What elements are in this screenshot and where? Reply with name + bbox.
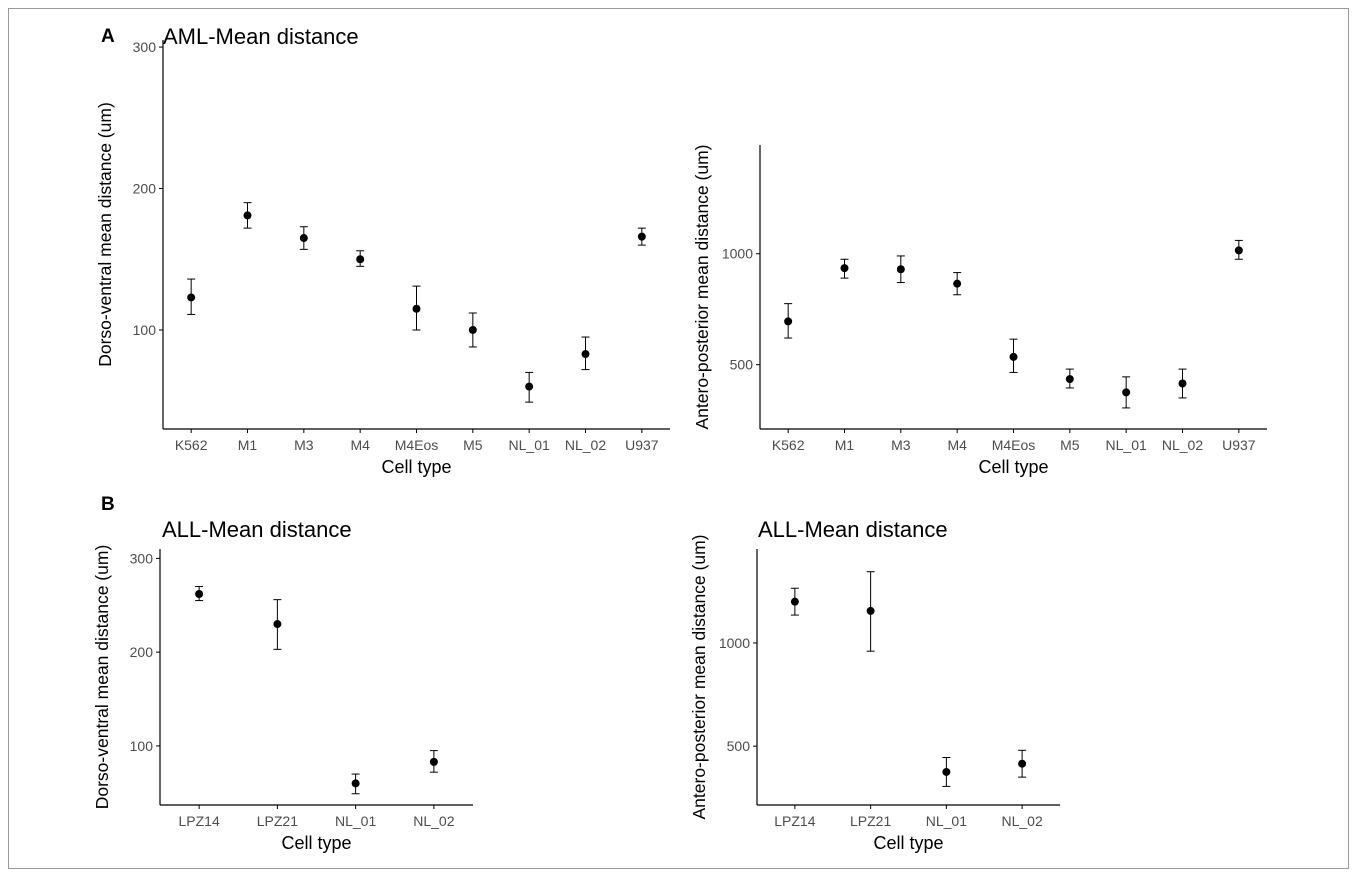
data-point — [412, 304, 421, 313]
data-point — [299, 234, 308, 243]
data-point — [525, 382, 534, 391]
chart-4: ALL-Mean distance 500 1000 LPZ14 LPZ21 NL_01 N… — [689, 517, 1060, 853]
chart-title: AML-Mean distance — [163, 24, 359, 49]
x-tick-label: M4 — [350, 437, 370, 453]
panel-label-a: A — [101, 26, 115, 47]
x-tick-label: M4Eos — [992, 437, 1036, 453]
x-tick-label: M3 — [294, 437, 314, 453]
data-point — [429, 757, 438, 766]
data-point — [953, 279, 962, 288]
y-tick-label: 100 — [130, 738, 154, 754]
x-tick-label: NL_02 — [413, 813, 454, 829]
data-point — [637, 232, 646, 241]
data-point — [1065, 375, 1074, 384]
x-tick-label: NL_01 — [1106, 437, 1147, 453]
data-point — [273, 620, 282, 629]
x-tick-label: M4 — [947, 437, 967, 453]
x-tick-label: NL_01 — [335, 813, 376, 829]
data-point — [187, 293, 196, 302]
x-axis-label: Cell type — [381, 457, 451, 477]
data-point — [1234, 246, 1243, 255]
x-tick-label: U937 — [1222, 437, 1256, 453]
x-axis-label: Cell type — [281, 833, 351, 853]
chart-3: ALL-Mean distance 100 200 300 LPZ14 LPZ21 NL_0… — [92, 517, 473, 853]
x-tick-label: K562 — [175, 437, 208, 453]
x-axis-label: Cell type — [873, 833, 943, 853]
figure-frame — [8, 8, 1349, 869]
y-axis-label: Antero-posterior mean distance (um) — [692, 145, 712, 430]
data-point — [243, 211, 252, 220]
data-point — [351, 779, 360, 788]
x-tick-label: NL_02 — [565, 437, 606, 453]
data-point — [790, 597, 799, 606]
y-tick-label: 300 — [133, 39, 157, 55]
data-point — [581, 350, 590, 359]
x-tick-label: K562 — [772, 437, 805, 453]
data-point — [942, 767, 951, 776]
x-tick-label: LPZ21 — [850, 813, 891, 829]
x-axis-label: Cell type — [978, 457, 1048, 477]
data-point — [840, 264, 849, 273]
y-tick-label: 100 — [133, 322, 157, 338]
data-point — [195, 590, 204, 599]
y-axis-label: Dorso-ventral mean distance (um) — [95, 102, 115, 367]
chart-1: AML-Mean distance 100 200 300 K562 M1 M3 M4 M4Eo… — [95, 24, 670, 477]
y-tick-label: 300 — [130, 550, 154, 566]
data-point — [896, 265, 905, 274]
data-point — [866, 606, 875, 615]
x-tick-label: M5 — [463, 437, 483, 453]
chart-title: ALL-Mean distance — [758, 517, 948, 542]
data-point — [1009, 352, 1018, 361]
panel-label-b: B — [101, 494, 115, 515]
x-tick-label: M1 — [238, 437, 258, 453]
chart-title: ALL-Mean distance — [162, 517, 352, 542]
data-point — [1122, 388, 1131, 397]
x-tick-label: M3 — [891, 437, 911, 453]
x-tick-label: M5 — [1060, 437, 1080, 453]
data-point — [1018, 759, 1027, 768]
y-tick-label: 1000 — [719, 635, 750, 651]
chart-2: 500 1000 K562 M1 M3 M4 M4Eos M5 NL_01 NL_02 U937 Ce… — [692, 145, 1267, 477]
y-axis-label: Dorso-ventral mean distance (um) — [92, 545, 112, 810]
x-tick-label: NL_02 — [1162, 437, 1203, 453]
y-tick-label: 1000 — [722, 246, 753, 262]
y-tick-label: 500 — [730, 357, 754, 373]
x-tick-label: M1 — [835, 437, 855, 453]
y-tick-label: 200 — [130, 644, 154, 660]
x-tick-label: LPZ14 — [774, 813, 815, 829]
data-point — [784, 317, 793, 326]
data-point — [468, 325, 477, 334]
y-tick-label: 200 — [133, 181, 157, 197]
x-tick-label: U937 — [625, 437, 659, 453]
data-point — [1178, 379, 1187, 388]
x-tick-label: NL_02 — [1001, 813, 1042, 829]
y-axis-label: Antero-posterior mean distance (um) — [689, 535, 709, 820]
y-tick-label: 500 — [727, 738, 751, 754]
x-tick-label: M4Eos — [395, 437, 439, 453]
x-tick-label: NL_01 — [509, 437, 550, 453]
data-point — [356, 255, 365, 264]
x-tick-label: NL_01 — [926, 813, 967, 829]
x-tick-label: LPZ21 — [257, 813, 298, 829]
x-tick-label: LPZ14 — [179, 813, 220, 829]
